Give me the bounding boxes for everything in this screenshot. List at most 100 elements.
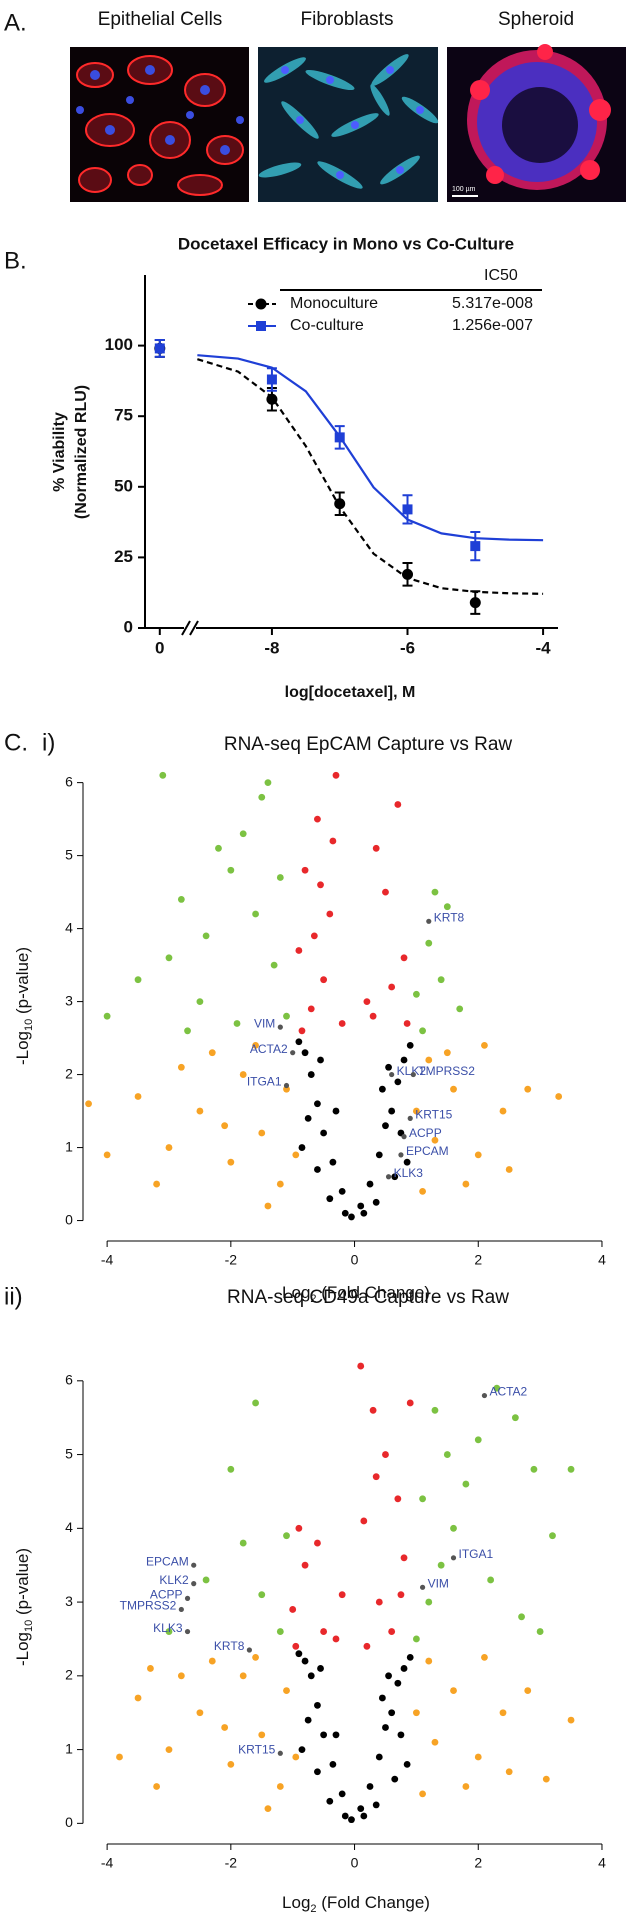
point (382, 1451, 389, 1458)
point (116, 1753, 123, 1761)
y-tick-label: 0 (65, 1814, 73, 1830)
gene-label: KLK2 (397, 1064, 427, 1078)
point (301, 1049, 309, 1057)
point (317, 881, 324, 889)
point (443, 903, 451, 911)
point (394, 1078, 402, 1086)
gene-point (385, 1174, 392, 1180)
micrograph-epithelial (70, 47, 249, 202)
gene-label: ITGA1 (459, 1547, 494, 1561)
point (431, 1136, 439, 1144)
point (326, 1797, 334, 1805)
point (406, 1653, 414, 1661)
point (177, 896, 185, 903)
point (443, 1049, 451, 1057)
gene-label: ITGA1 (247, 1075, 282, 1089)
point (310, 932, 318, 940)
point (295, 1524, 303, 1532)
point (283, 1012, 290, 1020)
point (394, 1679, 402, 1687)
point (419, 1790, 426, 1798)
point (196, 1107, 204, 1115)
point (372, 1473, 380, 1481)
gene-point (277, 1750, 283, 1756)
point (341, 1812, 349, 1820)
x-axis-label: Log2 (Fold Change) (282, 1893, 430, 1914)
point (403, 1158, 411, 1166)
x-tick-label: -4 (536, 638, 552, 657)
point (493, 1384, 501, 1392)
point (289, 1606, 297, 1613)
point (184, 1027, 191, 1035)
point (165, 954, 173, 962)
point (301, 1561, 309, 1569)
point (348, 1213, 355, 1221)
point (450, 1085, 457, 1093)
point (317, 1665, 324, 1672)
gene-point (410, 1071, 416, 1078)
point (567, 1465, 575, 1473)
point (326, 1195, 334, 1203)
image-title: Epithelial Cells (98, 9, 223, 30)
gene-label: TMPRSS2 (418, 1064, 475, 1078)
point (252, 1399, 259, 1407)
point (258, 1731, 266, 1739)
point (134, 976, 142, 984)
point (332, 1731, 340, 1739)
point (276, 1180, 284, 1188)
point (329, 1158, 337, 1166)
point (375, 1753, 383, 1761)
point (314, 1166, 321, 1173)
point (276, 874, 284, 881)
point (487, 1576, 495, 1584)
point (252, 910, 259, 918)
x-axis-label-sub: 2 (310, 1903, 316, 1915)
point (304, 1716, 312, 1724)
point (227, 866, 235, 874)
y-tick-label: 0 (65, 1211, 73, 1227)
y-tick-label: 100 (105, 335, 133, 354)
panel-label: i) (42, 729, 55, 756)
y-tick-label: 4 (65, 919, 73, 935)
point (202, 1576, 210, 1584)
point (314, 1100, 321, 1108)
point (413, 1635, 420, 1643)
point (338, 1591, 346, 1599)
legend-header: IC50 (484, 267, 518, 284)
y-tick-label: 5 (65, 1445, 73, 1461)
point (332, 1635, 340, 1643)
point (481, 1041, 488, 1049)
point (400, 1554, 408, 1562)
point (372, 1198, 380, 1206)
marker (334, 432, 345, 443)
point (369, 1406, 377, 1414)
gene-label: EPCAM (406, 1144, 449, 1158)
point (202, 932, 210, 940)
point (239, 830, 247, 838)
point (85, 1100, 92, 1108)
point (320, 1731, 328, 1739)
gene-label: ACPP (409, 1126, 442, 1140)
gene-label: KLK3 (394, 1166, 424, 1180)
point (233, 1020, 241, 1027)
gene-point (277, 1024, 283, 1030)
point (431, 888, 439, 896)
point (307, 1071, 315, 1078)
point (295, 947, 303, 954)
point (329, 837, 337, 845)
point (542, 1775, 550, 1783)
gene-label: KLK3 (153, 1621, 183, 1635)
point (332, 1107, 340, 1115)
panel-label: B. (4, 247, 27, 274)
point (221, 1724, 229, 1731)
gene-point (389, 1071, 395, 1078)
point (283, 1687, 290, 1694)
point (227, 1158, 235, 1166)
point (437, 976, 445, 984)
gene-label: KRT15 (238, 1742, 275, 1756)
gene-label: VIM (428, 1577, 449, 1591)
point (403, 1760, 411, 1768)
point (372, 844, 380, 852)
point (425, 1598, 433, 1606)
x-tick-label: 0 (351, 1252, 359, 1268)
